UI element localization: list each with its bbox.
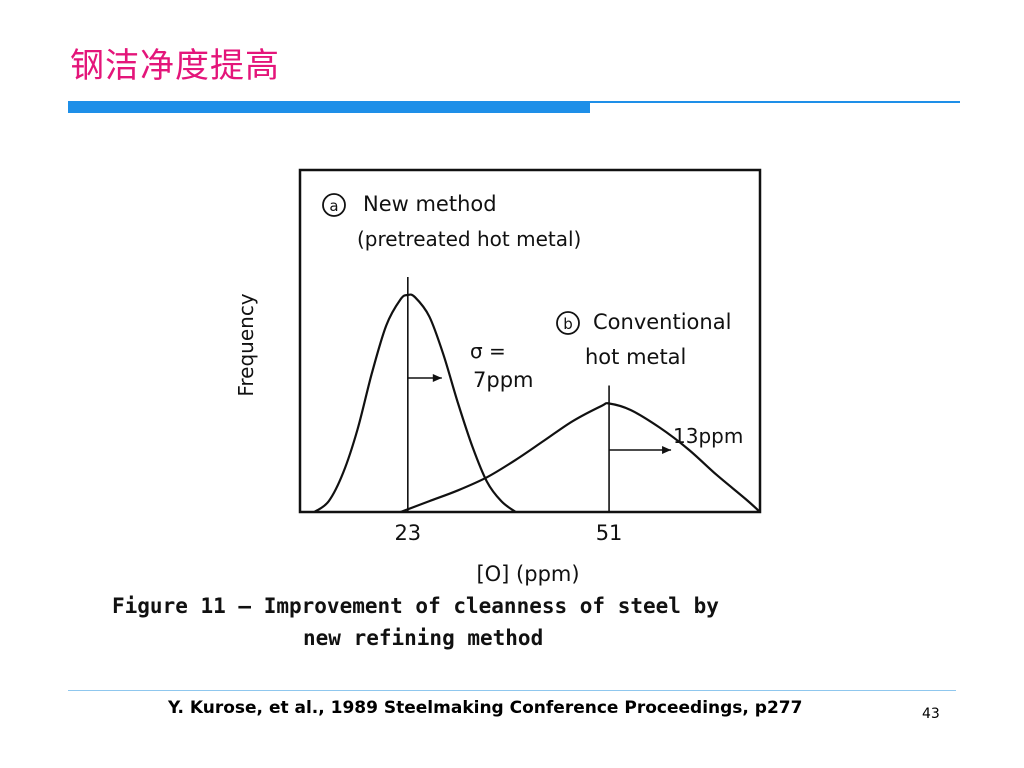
footer-divider [68, 690, 956, 691]
x-tick-label-51: 51 [596, 521, 623, 545]
series-b-curve [400, 402, 761, 514]
figure-caption-line2: new refining method [303, 626, 543, 650]
sigma-b-label: 13ppm [673, 424, 743, 448]
plot-frame [298, 168, 762, 514]
annotations-layer [407, 277, 672, 512]
sigma-a-arrowhead [432, 374, 442, 382]
slide-title: 钢洁净度提高 [70, 46, 280, 86]
marker-a-circle [322, 193, 346, 217]
series-a-marker: a [329, 197, 338, 215]
y-axis-label: Frequency [234, 293, 258, 396]
series-b-label-line2: hot metal [585, 345, 686, 369]
title-accent-bar [68, 101, 590, 113]
curves-layer [313, 293, 761, 514]
sigma-a-label-line1: σ = [470, 339, 506, 363]
series-a-label-line2: (pretreated hot metal) [357, 227, 581, 251]
x-axis-label: [O] (ppm) [476, 562, 579, 586]
figure-image: Frequency 23 51 [O] (ppm) a New method (… [95, 145, 910, 655]
frequency-chart: Frequency 23 51 [O] (ppm) a New method (… [112, 168, 762, 650]
figure-caption-line1: Figure 11 — Improvement of cleanness of … [112, 594, 719, 618]
series-a-label-line1: New method [363, 192, 497, 216]
series-a-curve [313, 293, 517, 513]
title-accent-line [590, 101, 960, 103]
marker-b-circle [556, 311, 580, 335]
series-b-label-line1: Conventional [593, 310, 731, 334]
series-b-marker: b [563, 315, 573, 333]
x-tick-label-23: 23 [394, 521, 421, 545]
sigma-a-label-line2: 7ppm [473, 368, 533, 392]
citation-text: Y. Kurose, et al., 1989 Steelmaking Conf… [168, 698, 803, 718]
sigma-b-arrowhead [662, 446, 672, 454]
page-number: 43 [922, 706, 940, 722]
